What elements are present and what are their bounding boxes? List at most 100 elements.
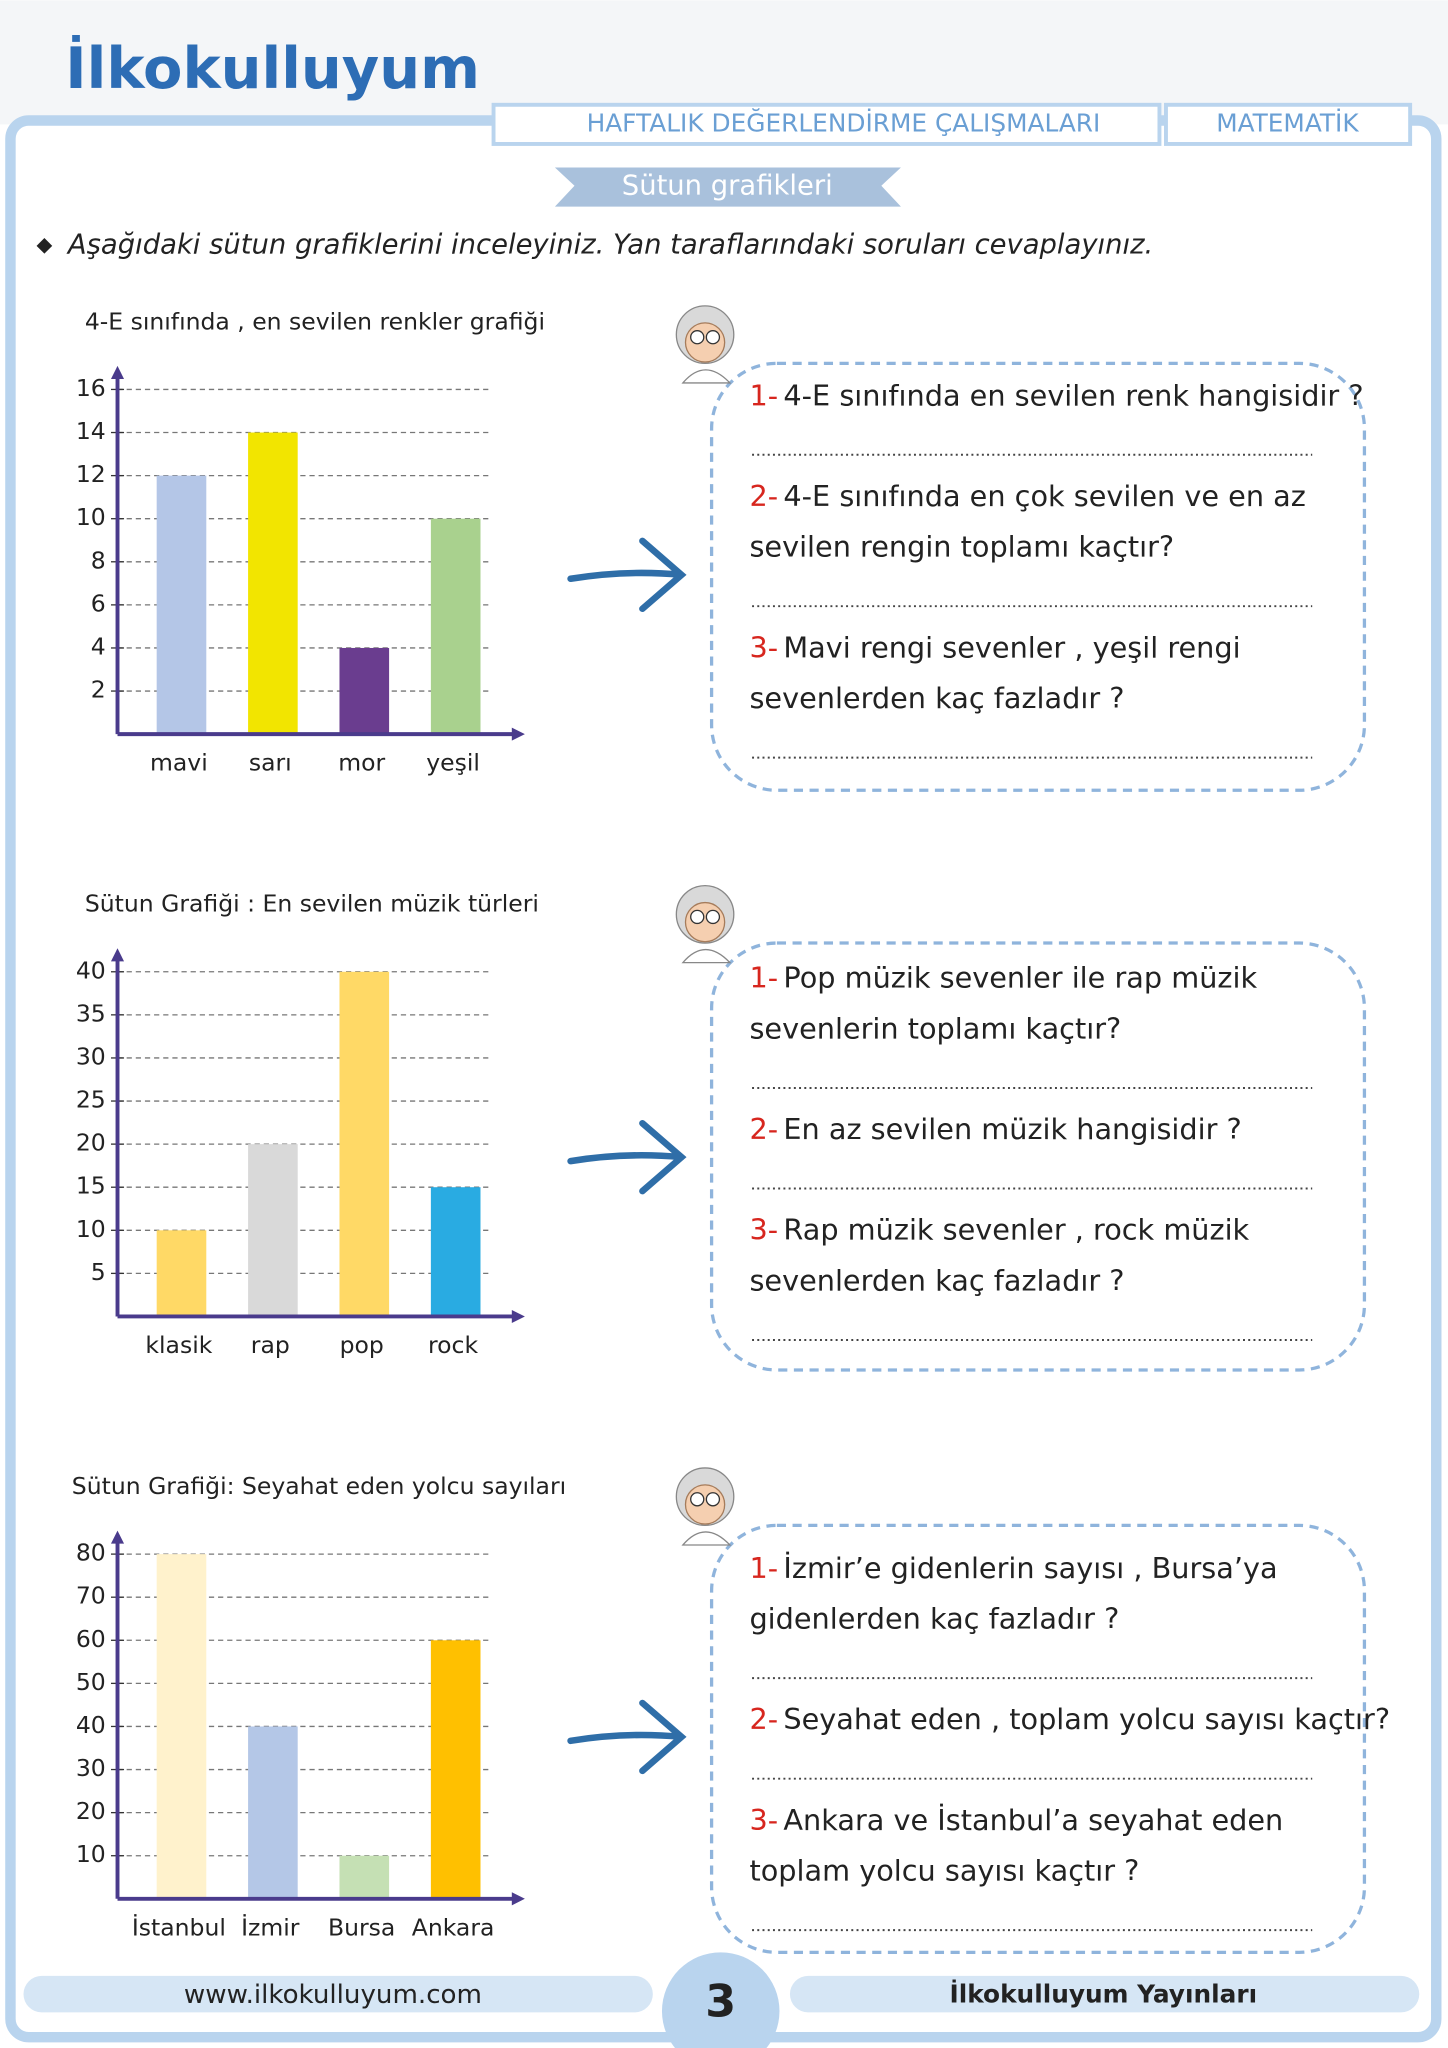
x-tick-label: Ankara — [412, 1913, 495, 1941]
question-text: sevenlerden kaç fazladır ? — [749, 1264, 1124, 1298]
icon-face — [684, 322, 726, 363]
question-number: 3- — [749, 630, 778, 664]
bar — [156, 1554, 207, 1899]
topic: Sütun grafikleri — [622, 171, 833, 202]
website: www.ilkokulluyum.com — [184, 1980, 482, 2010]
bar — [248, 432, 298, 735]
bullet — [36, 237, 53, 254]
x-tick-label: rock — [428, 1331, 478, 1359]
question-text: sevenlerin toplamı kaçtır? — [749, 1012, 1121, 1046]
icon-eye — [705, 1492, 721, 1507]
x-tick-label: rap — [251, 1331, 290, 1359]
question-text: sevenlerden kaç fazladır ? — [749, 681, 1124, 715]
icon-eye — [705, 330, 721, 345]
chart-title: Sütun Grafiği: Seyahat eden yolcu sayıla… — [72, 1472, 566, 1500]
x-tick-label: Bursa — [328, 1913, 395, 1941]
logo: İlkokulluyum — [65, 35, 480, 102]
y-tick-label: 70 — [76, 1582, 106, 1610]
x-tick-label: sarı — [249, 749, 292, 777]
bar — [430, 518, 481, 735]
instruction: Aşağıdaki sütun grafiklerini inceleyiniz… — [66, 229, 1153, 260]
y-tick-label: 25 — [76, 1086, 106, 1114]
arrow — [567, 1119, 687, 1195]
icon-eye — [690, 1492, 705, 1507]
y-tick-label: 30 — [76, 1042, 106, 1070]
question-box — [709, 941, 1367, 1372]
y-tick-label: 40 — [76, 1711, 106, 1739]
y-tick-label: 10 — [76, 1215, 106, 1243]
icon-eye — [705, 909, 721, 925]
chart-title: 4-E sınıfında , en sevilen renkler grafi… — [85, 307, 545, 335]
y-tick-label: 14 — [76, 417, 106, 445]
y-tick-label: 2 — [91, 676, 106, 704]
y-tick-label: 5 — [91, 1258, 106, 1286]
y-tick-label: 6 — [91, 589, 106, 617]
x-tick-label: mor — [338, 749, 385, 777]
icon-face — [684, 1484, 726, 1525]
question-number: 2- — [749, 479, 778, 513]
question-text: sevilen rengin toplamı kaçtır? — [749, 530, 1174, 564]
question-text: Pop müzik sevenler ile rap müzik — [783, 961, 1257, 995]
question-text: 4-E sınıfında en çok sevilen ve en az — [783, 479, 1305, 513]
x-tick-label: pop — [340, 1331, 384, 1359]
y-tick-label: 10 — [76, 503, 106, 531]
icon-face — [684, 901, 726, 943]
topic-ribbon — [554, 167, 901, 207]
y-tick-label: 16 — [76, 374, 106, 402]
bar — [339, 971, 390, 1317]
banner-box — [491, 102, 1162, 146]
question-number: 3- — [749, 1803, 778, 1837]
y-tick-label: 10 — [76, 1840, 106, 1868]
bar — [248, 1726, 298, 1899]
question-text: gidenlerden kaç fazladır ? — [749, 1602, 1119, 1636]
question-text: İzmir’e gidenlerin sayısı , Bursa’ya — [783, 1551, 1277, 1585]
page-badge — [661, 1952, 780, 2048]
subject: MATEMATİK — [1216, 108, 1359, 137]
y-tick-label: 12 — [76, 460, 106, 488]
question-number: 3- — [749, 1213, 778, 1247]
question-box — [709, 361, 1367, 792]
chart-title: Sütun Grafiği : En sevilen müzik türleri — [85, 890, 539, 918]
icon-eye — [690, 909, 705, 925]
question-number: 1- — [749, 1551, 778, 1585]
y-tick-label: 35 — [76, 999, 106, 1027]
arrow — [567, 537, 687, 613]
bar — [339, 1855, 390, 1899]
y-tick-label: 4 — [91, 632, 106, 660]
question-number: 1- — [749, 378, 778, 412]
page-number: 3 — [705, 1977, 736, 2028]
x-tick-label: mavi — [150, 749, 208, 777]
y-tick-label: 20 — [76, 1797, 106, 1825]
publisher: İlkokulluyum Yayınları — [949, 1979, 1257, 2008]
y-tick-label: 50 — [76, 1668, 106, 1696]
x-tick-label: klasik — [145, 1331, 212, 1359]
y-tick-label: 80 — [76, 1539, 106, 1567]
x-axis-arrow — [511, 727, 525, 741]
footer-pill-left — [23, 1975, 653, 2013]
y-tick-label: 40 — [76, 956, 106, 984]
y-axis-arrow — [110, 1530, 125, 1544]
bar — [248, 1144, 298, 1317]
bar — [156, 475, 207, 735]
footer-pill-right — [789, 1975, 1420, 2013]
question-number: 2- — [749, 1112, 778, 1146]
bar — [430, 1187, 481, 1317]
bar — [156, 1230, 207, 1317]
x-tick-label: İstanbul — [132, 1913, 226, 1941]
y-tick-label: 30 — [76, 1754, 106, 1782]
bar — [430, 1640, 481, 1899]
question-text: En az sevilen müzik hangisidir ? — [783, 1112, 1241, 1146]
question-text: Rap müzik sevenler , rock müzik — [783, 1213, 1249, 1247]
x-axis-arrow — [511, 1892, 525, 1906]
question-text: Seyahat eden , toplam yolcu sayısı kaçtı… — [783, 1702, 1390, 1736]
y-tick-label: 15 — [76, 1172, 106, 1200]
y-tick-label: 20 — [76, 1129, 106, 1157]
question-text: toplam yolcu sayısı kaçtır ? — [749, 1854, 1139, 1888]
x-tick-label: yeşil — [426, 749, 480, 777]
icon-eye — [690, 330, 705, 345]
x-tick-label: İzmir — [241, 1913, 300, 1941]
question-text: Ankara ve İstanbul’a seyahat eden — [783, 1803, 1283, 1837]
y-axis-arrow — [110, 948, 125, 962]
icon-coat — [681, 948, 732, 964]
